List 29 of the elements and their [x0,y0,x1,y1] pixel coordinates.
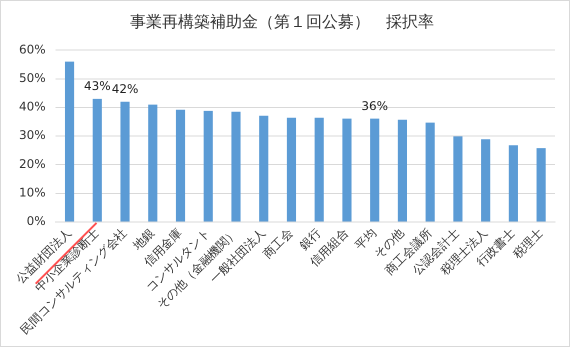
data-label: 43% [84,79,111,93]
data-label: 42% [112,82,138,96]
bar [120,102,130,222]
bar [286,118,296,222]
bar [342,118,352,222]
bar [426,122,435,222]
bar [176,110,186,222]
y-tick-label: 60% [19,42,46,56]
chart-title: 事業再構築補助金（第１回公募） 採択率 [130,12,434,31]
bar [453,136,462,222]
y-tick-label: 40% [19,100,46,114]
bar [259,116,268,222]
bar [148,104,158,222]
y-tick-label: 10% [19,185,46,200]
data-label: 36% [361,98,388,113]
bar [231,112,241,222]
y-tick-label: 0% [26,214,46,228]
bar [204,110,213,222]
y-tick-label: 50% [19,70,46,85]
bar [64,62,74,222]
bar [508,145,518,222]
y-tick-label: 30% [19,128,46,142]
bar [314,118,324,222]
bar [370,118,380,222]
bar [536,148,546,222]
y-tick-label: 20% [19,156,46,171]
bar [481,139,490,222]
bar [398,120,408,222]
bar [92,98,102,222]
